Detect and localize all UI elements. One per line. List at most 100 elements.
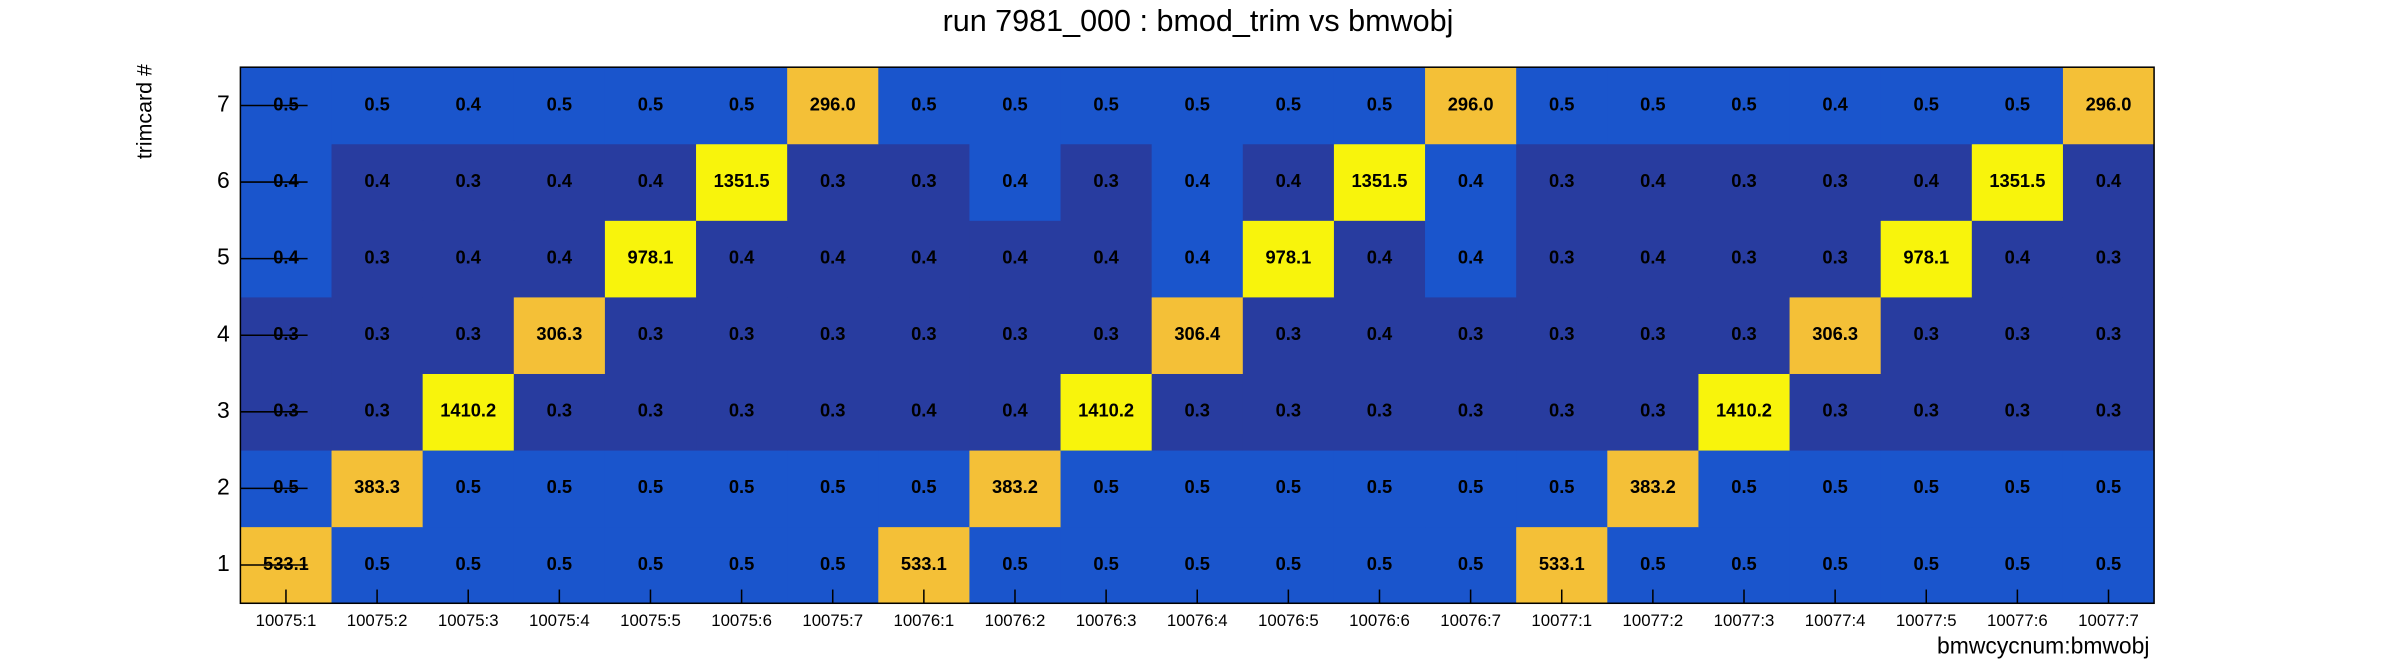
cell-label: 978.1	[1903, 246, 1949, 267]
cell-label: 0.5	[911, 476, 936, 497]
cell-label: 306.3	[1812, 323, 1858, 344]
heatmap-cell	[1789, 450, 1882, 528]
cell-label: 0.5	[1549, 476, 1574, 497]
cell-label: 0.4	[2096, 170, 2122, 191]
heatmap-cell	[422, 67, 515, 145]
heatmap-cell	[969, 220, 1062, 298]
cell-label: 0.5	[455, 476, 480, 497]
heatmap-cell	[787, 67, 879, 145]
heatmap-cell	[1516, 143, 1608, 221]
heatmap-cell	[422, 450, 515, 528]
heatmap-cell	[1880, 373, 1973, 451]
heatmap-cell	[2062, 373, 2155, 451]
heatmap-cell	[1242, 450, 1335, 528]
cell-label: 0.5	[1002, 93, 1027, 114]
heatmap-cell	[1242, 67, 1335, 145]
y-tick-label: 6	[217, 167, 230, 193]
heatmap-cell	[513, 450, 606, 528]
cell-label: 0.3	[911, 170, 936, 191]
heatmap-cell	[604, 373, 697, 451]
cell-label: 0.5	[1458, 476, 1483, 497]
heatmap-cell	[1425, 373, 1517, 451]
heatmap-cell	[1516, 220, 1608, 298]
x-tick-label: 10077:1	[1531, 611, 1592, 630]
cell-label: 1351.5	[1351, 170, 1407, 191]
heatmap-cell	[513, 373, 606, 451]
heatmap-cell	[513, 143, 606, 221]
cell-label: 0.4	[1367, 323, 1393, 344]
heatmap-cell	[1607, 143, 1699, 221]
cell-label: 0.5	[273, 93, 298, 114]
y-tick-label: 1	[217, 550, 230, 576]
cell-label: 0.3	[364, 400, 389, 421]
cell-label: 0.5	[1458, 553, 1483, 574]
heatmap-cell	[878, 143, 970, 221]
heatmap-cell	[1060, 450, 1153, 528]
cell-label: 978.1	[628, 246, 674, 267]
cell-label: 0.5	[547, 93, 572, 114]
cell-label: 0.5	[1914, 553, 1939, 574]
cell-label: 0.3	[729, 323, 754, 344]
heatmap-cell	[1789, 143, 1882, 221]
x-tick-label: 10076:5	[1258, 611, 1319, 630]
heatmap-cell	[1060, 373, 1153, 451]
cell-label: 296.0	[1448, 93, 1494, 114]
heatmap-cell	[1333, 220, 1426, 298]
cell-label: 0.3	[364, 323, 389, 344]
x-axis-label: bmwcycnum:bmwobj	[1937, 633, 2149, 659]
heatmap-cell	[969, 67, 1062, 145]
heatmap-cell	[422, 296, 515, 374]
heatmap-cell	[1880, 143, 1973, 221]
cell-label: 0.3	[273, 400, 298, 421]
heatmap-cell	[1971, 373, 2064, 451]
x-tick-label: 10076:2	[985, 611, 1046, 630]
heatmap-cell	[331, 143, 424, 221]
heatmap-cell	[604, 67, 697, 145]
cell-label: 0.3	[1914, 400, 1939, 421]
x-tick-label: 10075:4	[529, 611, 590, 630]
heatmap-cell	[2062, 67, 2155, 145]
x-tick-label: 10077:2	[1623, 611, 1684, 630]
heatmap-cell	[1060, 296, 1153, 374]
y-tick-label: 7	[217, 91, 230, 117]
cell-label: 0.3	[2096, 400, 2121, 421]
cell-label: 1410.2	[1716, 400, 1772, 421]
heatmap-cell	[1425, 143, 1517, 221]
cell-label: 0.3	[455, 323, 480, 344]
cell-label: 1410.2	[1078, 400, 1134, 421]
cell-label: 1351.5	[1989, 170, 2045, 191]
heatmap-cell	[1242, 143, 1335, 221]
cell-label: 0.5	[2005, 553, 2030, 574]
heatmap-cell	[696, 296, 788, 374]
cell-label: 0.5	[1093, 476, 1118, 497]
x-tick-label: 10076:3	[1076, 611, 1137, 630]
heatmap-cell	[1333, 450, 1426, 528]
heatmap-cell	[1698, 296, 1791, 374]
cell-label: 0.4	[1093, 246, 1119, 267]
heatmap-cell	[1607, 296, 1699, 374]
cell-label: 0.4	[1367, 246, 1393, 267]
cell-label: 0.4	[729, 246, 755, 267]
cell-label: 0.3	[1002, 323, 1027, 344]
cell-label: 383.2	[1630, 476, 1676, 497]
cell-label: 0.3	[455, 170, 480, 191]
heatmap-cell	[878, 450, 970, 528]
heatmap-cell	[1151, 67, 1244, 145]
heatmap-cell	[1516, 296, 1608, 374]
heatmap-cell	[1425, 450, 1517, 528]
cell-label: 0.5	[1549, 93, 1574, 114]
heatmap-cell	[787, 220, 879, 298]
cell-label: 0.3	[1185, 400, 1210, 421]
cell-label: 0.4	[1002, 400, 1028, 421]
cell-label: 0.5	[1276, 93, 1301, 114]
cell-label: 0.3	[1822, 400, 1847, 421]
heatmap-cell	[331, 450, 424, 528]
cell-label: 0.5	[1093, 93, 1118, 114]
heatmap-cell	[1880, 450, 1973, 528]
heatmap-cell	[1151, 450, 1244, 528]
heatmap-cell	[422, 220, 515, 298]
heatmap-cell	[1425, 220, 1517, 298]
cell-label: 0.5	[638, 553, 663, 574]
